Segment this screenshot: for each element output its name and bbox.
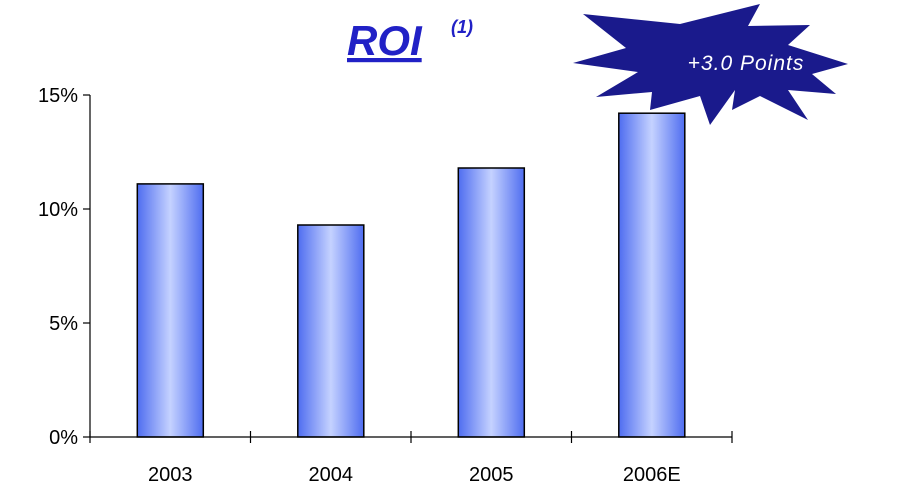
bar-2006e: [618, 112, 686, 438]
callout-starburst-shape: [573, 4, 848, 125]
x-tick-label: 2003: [148, 464, 193, 486]
bars-group: [136, 112, 686, 438]
x-tick-label: 2004: [309, 464, 354, 486]
y-tick-label: 10%: [38, 199, 78, 221]
callout-annotation: +3.0 Points: [573, 4, 848, 125]
chart-title: ROI: [347, 17, 423, 64]
chart-title-superscript: (1): [451, 17, 473, 37]
x-tick-label: 2006E: [623, 464, 681, 486]
x-tick-label: 2005: [469, 464, 514, 486]
bar-2004: [297, 224, 365, 438]
bar-2003: [136, 183, 205, 438]
bar-2005: [457, 167, 526, 438]
callout-text: +3.0 Points: [688, 52, 805, 75]
y-tick-label: 0%: [49, 427, 78, 449]
y-tick-label: 5%: [49, 313, 78, 335]
y-tick-label: 15%: [38, 85, 78, 107]
axes-group: 0% 5% 10% 15% 2003 2004 2005 2006E: [38, 85, 733, 486]
